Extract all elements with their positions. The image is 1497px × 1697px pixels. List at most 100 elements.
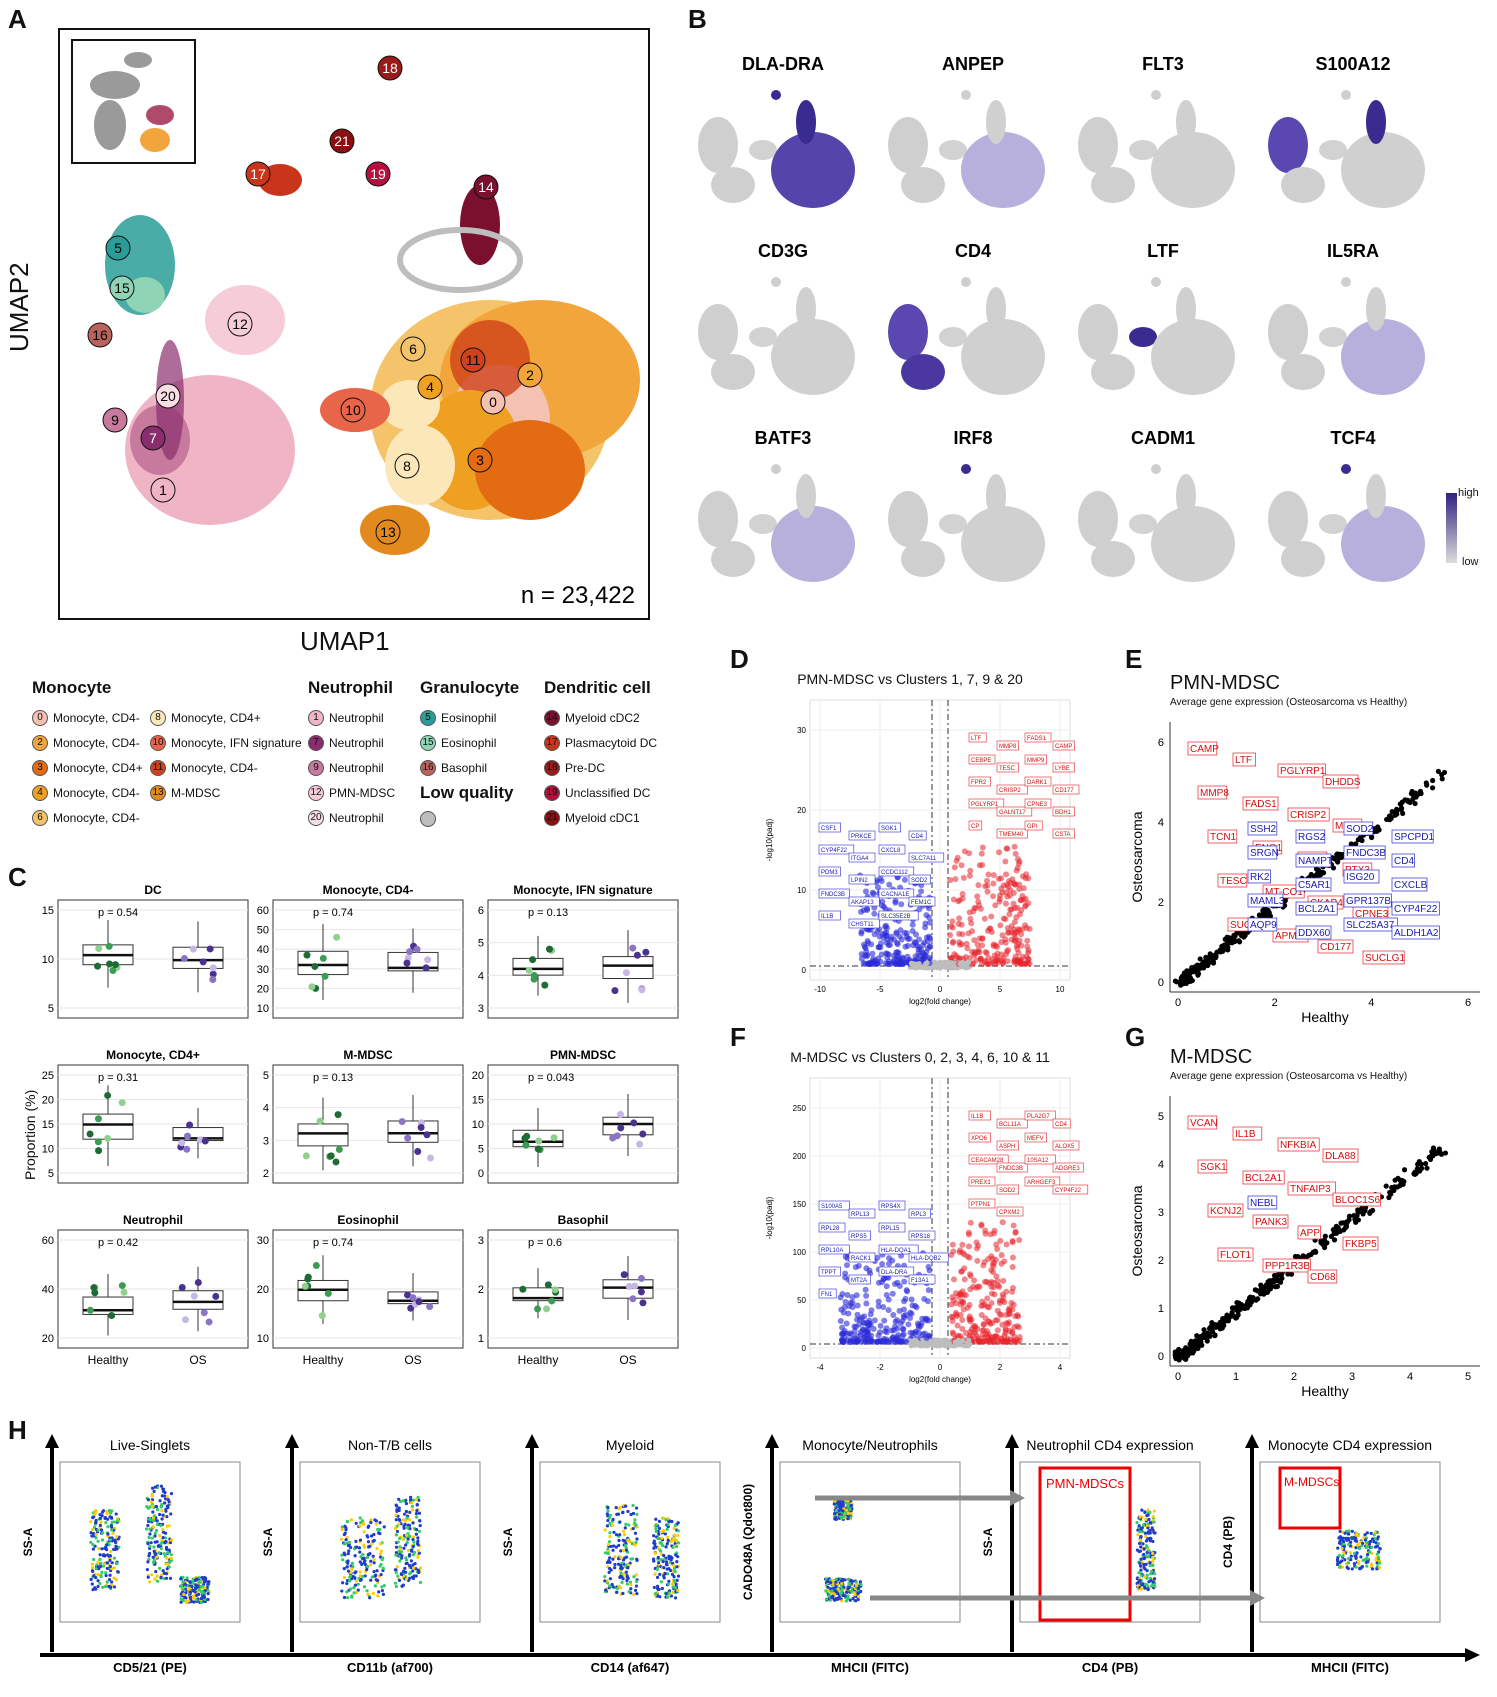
volcano-up-label: LTF xyxy=(971,736,982,742)
panel-letter-d: D xyxy=(730,644,749,675)
svg-text:20: 20 xyxy=(160,388,176,404)
legend-color-dot: 17 xyxy=(544,735,560,751)
scatter-red-label: LTF xyxy=(1235,755,1252,766)
boxplot-ytick: 2 xyxy=(263,1168,269,1180)
svg-text:1: 1 xyxy=(159,482,167,498)
scatter-ytick: 5 xyxy=(1158,1111,1164,1123)
boxplot-ytick: 3 xyxy=(263,1135,269,1147)
boxplot-ytick: 10 xyxy=(257,1003,269,1015)
cluster-label: 20 xyxy=(156,384,180,408)
legend-color-dot: 10 xyxy=(150,735,166,751)
color-scale-bar xyxy=(1446,493,1457,563)
legend-color-dot: 11 xyxy=(150,760,166,776)
umap-xlabel: UMAP1 xyxy=(300,626,390,657)
svg-text:11: 11 xyxy=(466,352,481,368)
legend-label: Monocyte, IFN signature xyxy=(171,736,302,750)
boxplot-title: Neutrophil xyxy=(123,1213,183,1227)
legend-label: Monocyte, CD4- xyxy=(53,711,140,725)
scatter-red-label: KCNJ2 xyxy=(1210,1206,1242,1217)
boxplot-ytick: 20 xyxy=(42,1095,54,1107)
cluster-label: 7 xyxy=(141,426,165,450)
legend-dc-heading: Dendritic cell xyxy=(544,678,651,698)
cluster-label: 12 xyxy=(228,312,252,336)
svg-text:18: 18 xyxy=(382,60,398,76)
legend-color-dot: 5 xyxy=(420,710,436,726)
scatter-xtick: 4 xyxy=(1368,997,1374,1009)
boxplot-ytick: 40 xyxy=(42,1284,54,1296)
volcano-up-label: ARHGEF3 xyxy=(1027,1180,1056,1186)
volcano-down-label: RPL3 xyxy=(911,1212,927,1218)
volcano-xtick: 10 xyxy=(1056,985,1065,994)
volcano-down-label: DLA-DRA xyxy=(881,1270,907,1276)
cluster-label: 8 xyxy=(395,454,419,478)
scatter-ytick: 0 xyxy=(1158,1351,1164,1363)
boxplot-ytick: 60 xyxy=(42,1235,54,1247)
legend-label: Monocyte, CD4- xyxy=(53,811,140,825)
volcano-down-label: RPS18 xyxy=(911,1234,931,1240)
svg-text:9: 9 xyxy=(111,412,119,428)
gene-umap-thumbnail xyxy=(698,277,855,395)
scatter-blue-label: ALDH1A2 xyxy=(1394,928,1439,939)
scatter-red-label: PPP1R3B xyxy=(1265,1261,1310,1272)
volcano-down-label: RPS5 xyxy=(851,1234,867,1240)
boxplot-title: Monocyte, CD4- xyxy=(323,883,414,897)
volcano-ylabel: -log10(padj) xyxy=(765,818,774,861)
flow-xlabel: CD11b (af700) xyxy=(347,1660,433,1675)
gene-umap-thumbnail xyxy=(1268,277,1425,395)
svg-text:14: 14 xyxy=(478,179,494,195)
boxplot-ytick: 5 xyxy=(478,1144,484,1156)
boxplot-title: PMN-MDSC xyxy=(550,1048,616,1062)
svg-text:2: 2 xyxy=(526,367,534,383)
boxplot-ytick: 5 xyxy=(48,1168,54,1180)
volcano-ytick: 200 xyxy=(793,1152,807,1161)
scatter-red-label: PANK3 xyxy=(1255,1217,1287,1228)
legend-label: Unclassified DC xyxy=(565,786,650,800)
scatter-blue-label: SPCPD1 xyxy=(1394,832,1434,843)
volcano-down-label: SLC35E2B xyxy=(881,914,911,920)
boxplot-pvalue: p = 0.043 xyxy=(528,1072,574,1084)
scatter-red-label: CAMP xyxy=(1190,744,1219,755)
volcano-down-label: PDM3 xyxy=(821,870,838,876)
volcano-down-label: FN1 xyxy=(821,1292,833,1298)
volcano-up-label: CYP4F22 xyxy=(1055,1188,1082,1194)
volcano-down-label: HLA-DQB2 xyxy=(911,1256,942,1262)
scatter-red-label: TNFAIP3 xyxy=(1290,1184,1331,1195)
volcano-down-label: S100A5 xyxy=(821,1204,843,1210)
boxplot-ytick: 20 xyxy=(472,1070,484,1082)
volcano-down-label: RPL10A xyxy=(821,1248,843,1254)
umap-ylabel: UMAP2 xyxy=(4,262,35,352)
boxplot-title: Basophil xyxy=(558,1213,609,1227)
boxplot-ytick: 4 xyxy=(478,970,484,982)
gene-umap-thumbnail xyxy=(888,277,1045,395)
legend-label: Monocyte, CD4- xyxy=(171,761,258,775)
scatter-red-label: BCL2A1 xyxy=(1245,1173,1283,1184)
svg-text:10: 10 xyxy=(345,402,361,418)
scatter-blue-label: NEBL xyxy=(1250,1198,1277,1209)
volcano-up-label: MMP9 xyxy=(1027,758,1045,764)
flow-ylabel: SS-A xyxy=(981,1527,995,1556)
volcano-down-label: CXCL8 xyxy=(881,848,901,854)
umap-panel: 18 17 21 19 14 5 15 16 12 6 11 2 4 0 10 … xyxy=(58,28,650,620)
volcano-up-label: 10SA12 xyxy=(1027,1158,1049,1164)
scatter-blue-label: SLC25A37 xyxy=(1346,920,1395,931)
gene-title: TCF4 xyxy=(1331,428,1376,448)
boxplot-ytick: 15 xyxy=(42,1119,54,1131)
boxplot-title: Monocyte, CD4+ xyxy=(106,1048,200,1062)
svg-text:19: 19 xyxy=(370,166,386,182)
scatter-blue-label: SSH2 xyxy=(1250,824,1277,835)
legend-color-dot: 7 xyxy=(308,735,324,751)
svg-text:7: 7 xyxy=(149,430,157,446)
scatter-red-label: MMP8 xyxy=(1200,788,1229,799)
legend-color-dot: 0 xyxy=(32,710,48,726)
legend-color-dot: 8 xyxy=(150,710,166,726)
legend-color-dot: 18 xyxy=(544,760,560,776)
boxplot-pvalue: p = 0.54 xyxy=(98,907,138,919)
svg-text:4: 4 xyxy=(426,379,434,395)
